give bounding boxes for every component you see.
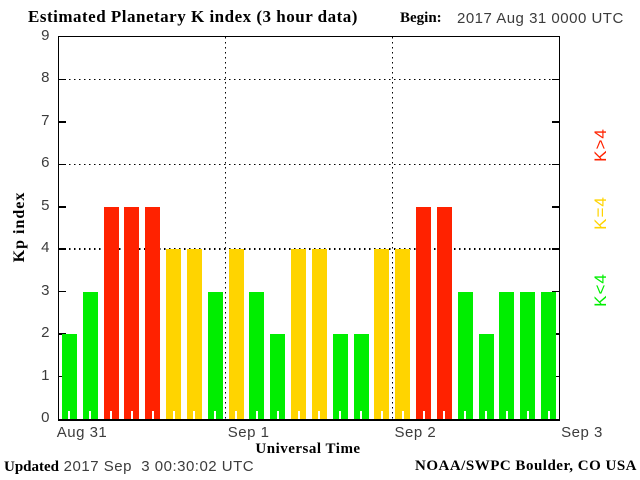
x-axis-minor-tick xyxy=(276,411,279,419)
kp-bar xyxy=(499,291,515,419)
y-axis-tick xyxy=(552,248,559,250)
y-axis-label: Kp index xyxy=(11,191,28,263)
y-axis-tick xyxy=(59,333,66,335)
kp-bar xyxy=(332,334,348,419)
kp-bar xyxy=(520,291,536,419)
plot-area xyxy=(58,36,560,421)
kp-bar xyxy=(145,206,161,419)
x-axis-minor-tick xyxy=(193,411,196,419)
gridline-horizontal xyxy=(59,78,559,81)
kp-bar xyxy=(353,334,369,419)
legend-label-equal4: K=4 xyxy=(591,196,610,230)
updated-value: 2017 Sep 3 00:30:02 UTC xyxy=(59,458,255,475)
y-axis-tick xyxy=(59,290,66,293)
gridline-horizontal xyxy=(59,248,559,250)
x-axis-minor-tick xyxy=(318,411,321,419)
kp-bar xyxy=(395,249,411,419)
x-axis-minor-tick xyxy=(505,411,508,419)
x-axis-minor-tick xyxy=(401,411,404,419)
gridline-vertical xyxy=(391,37,394,419)
updated-label: Updated xyxy=(4,459,60,475)
kp-bar xyxy=(124,206,140,419)
x-axis-minor-tick xyxy=(151,411,154,419)
y-axis-tick xyxy=(59,163,66,166)
x-axis-minor-tick xyxy=(339,411,342,419)
x-axis-minor-tick xyxy=(130,411,133,419)
kp-bar xyxy=(228,249,244,419)
x-axis-minor-tick xyxy=(422,411,425,419)
y-tick-label: 5 xyxy=(41,196,50,214)
y-tick-label: 0 xyxy=(41,409,50,426)
x-axis-minor-tick xyxy=(255,411,258,419)
begin-value: 2017 Aug 31 0000 UTC xyxy=(457,10,624,27)
x-tick-label: Aug 31 xyxy=(56,424,108,441)
kp-bar xyxy=(416,206,432,419)
y-tick-label: 7 xyxy=(41,111,50,129)
y-tick-label: 8 xyxy=(41,69,50,87)
y-tick-label: 1 xyxy=(41,366,50,384)
x-axis-minor-tick xyxy=(464,411,467,419)
y-axis-tick xyxy=(59,78,66,81)
updated-line: Updated 2017 Sep 3 00:30:02 UTC xyxy=(4,458,254,476)
x-axis-minor-tick xyxy=(214,411,217,419)
kp-bar xyxy=(457,291,473,419)
gridline-horizontal xyxy=(59,163,559,166)
x-axis-minor-tick xyxy=(89,411,92,419)
chart-title: Estimated Planetary K index (3 hour data… xyxy=(28,7,358,26)
gridline-vertical xyxy=(224,37,227,419)
y-tick-label: 9 xyxy=(41,27,50,44)
y-axis-tick xyxy=(59,121,66,123)
x-axis-minor-tick xyxy=(235,411,238,419)
kp-bar xyxy=(186,249,202,419)
legend-label-below4: K<4 xyxy=(591,273,610,307)
kp-bar xyxy=(166,249,182,419)
x-axis-minor-tick xyxy=(297,411,300,419)
y-tick-label: 3 xyxy=(41,281,50,299)
kp-bar xyxy=(103,206,119,419)
legend-label-above4: K>4 xyxy=(591,128,610,162)
x-tick-label: Sep 3 xyxy=(561,424,603,441)
x-axis-minor-tick xyxy=(526,411,529,419)
kp-bar xyxy=(207,291,223,419)
x-axis-minor-tick xyxy=(485,411,488,419)
credit-text: NOAA/SWPC Boulder, CO USA xyxy=(415,458,637,474)
y-axis-tick xyxy=(552,78,559,81)
kp-bar xyxy=(249,291,265,419)
x-axis-minor-tick xyxy=(547,411,550,419)
y-axis-tick xyxy=(59,248,66,250)
x-axis-minor-tick xyxy=(443,411,446,419)
kp-bar xyxy=(291,249,307,419)
x-axis-minor-tick xyxy=(360,411,363,419)
begin-label: Begin: xyxy=(400,10,442,26)
y-tick-label: 4 xyxy=(41,239,50,257)
y-tick-label: 6 xyxy=(41,154,50,172)
y-axis-tick xyxy=(552,206,559,208)
y-axis-tick xyxy=(552,121,559,123)
kp-bar xyxy=(61,334,77,419)
kp-bar xyxy=(541,291,557,419)
y-axis-tick xyxy=(59,206,66,208)
x-tick-label: Sep 2 xyxy=(394,424,437,441)
y-tick-label: 2 xyxy=(41,324,50,342)
x-axis-minor-tick xyxy=(172,411,175,419)
x-axis-minor-tick xyxy=(68,411,71,419)
x-axis-minor-tick xyxy=(110,411,113,419)
x-axis-label: Universal Time xyxy=(255,441,361,457)
kp-bar xyxy=(270,334,286,419)
kp-bar xyxy=(311,249,327,419)
y-axis-tick xyxy=(552,163,559,166)
kp-bar xyxy=(436,206,452,419)
kp-bar xyxy=(82,291,98,419)
kp-bar xyxy=(478,334,494,419)
x-axis-minor-tick xyxy=(380,411,383,419)
x-tick-label: Sep 1 xyxy=(227,424,270,441)
y-axis-tick xyxy=(552,290,559,293)
kp-bar xyxy=(374,249,390,419)
